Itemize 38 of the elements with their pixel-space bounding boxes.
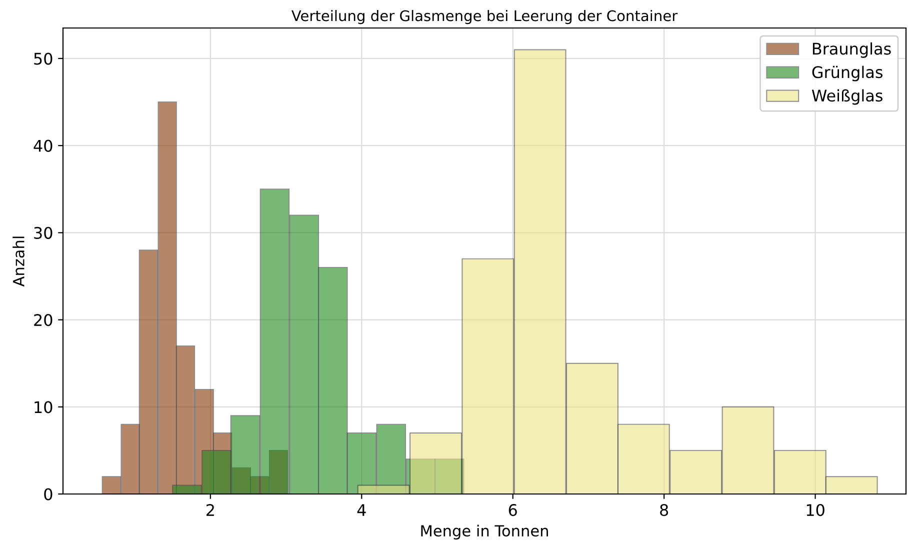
bar — [670, 450, 722, 494]
bar — [410, 432, 462, 494]
bar — [158, 102, 177, 494]
bar — [357, 484, 410, 494]
x-tick-label: 10 — [806, 504, 824, 516]
bar — [722, 406, 774, 494]
bar — [566, 362, 618, 494]
legend-label: Weißglas — [812, 89, 882, 105]
x-tick-label: 2 — [206, 504, 214, 516]
chart-title: Verteilung der Glasmenge bei Leerung der Container — [291, 10, 678, 24]
bar — [346, 432, 376, 494]
legend-label: Braunglas — [812, 42, 891, 58]
bar — [138, 250, 158, 494]
y-tick-label: 40 — [34, 140, 52, 152]
bar — [514, 49, 566, 494]
x-axis-title: Menge in Tonnen — [421, 524, 548, 540]
x-tick-label: 8 — [660, 504, 668, 516]
legend-label: Grünglas — [812, 66, 882, 82]
bar — [172, 484, 202, 494]
bar — [774, 450, 826, 494]
bar — [825, 476, 878, 494]
bar — [289, 214, 320, 494]
bar — [318, 267, 348, 494]
y-tick-label: 50 — [34, 52, 52, 65]
y-axis-title: Anzahl — [12, 236, 24, 287]
y-tick-label: 20 — [34, 314, 52, 326]
bar — [230, 415, 260, 494]
y-tick-label: 10 — [34, 401, 52, 414]
x-tick-label: 4 — [357, 504, 366, 516]
bar — [617, 424, 670, 494]
y-tick-label: 30 — [34, 226, 52, 239]
bar — [462, 258, 514, 494]
bar — [260, 188, 290, 494]
x-tick-label: 6 — [508, 504, 517, 516]
bar — [102, 476, 121, 494]
y-tick-label: 0 — [44, 488, 52, 500]
bar — [202, 450, 232, 494]
bar — [120, 424, 140, 494]
